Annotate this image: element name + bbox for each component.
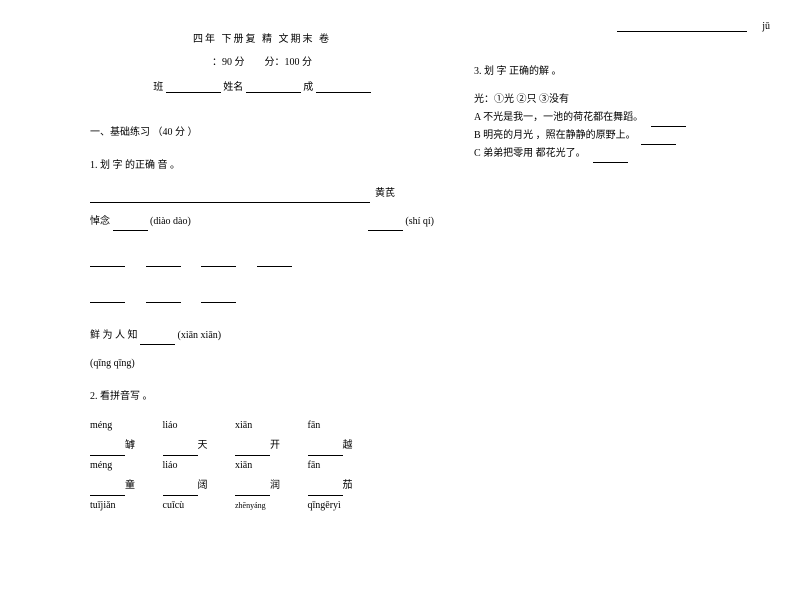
q3-b: B 明亮的月光 ，照在静静的原野上。: [474, 127, 770, 145]
py-b4: [308, 444, 343, 456]
py-r5-c1: tuījiǎn: [90, 496, 160, 516]
info-line: 班 姓名 成: [90, 78, 434, 93]
blank-r2-2: [146, 291, 181, 303]
blank-r1-3: [201, 255, 236, 267]
blank-r1-1: [90, 255, 125, 267]
doc-title: 四年 下册复 精 文期末 卷: [90, 30, 434, 45]
q1-blank-row2: [90, 291, 434, 303]
py-b3: [235, 444, 270, 456]
py-r1-c3: xiān: [235, 416, 305, 436]
py-r4-c3: 润: [270, 480, 280, 491]
blank-r2-3: [201, 291, 236, 303]
time-label: ：90 分: [212, 57, 245, 68]
py-r3-c4: fān: [308, 456, 378, 476]
q3-c-blank: [593, 151, 628, 163]
py-r2-c3: 开: [270, 440, 280, 451]
blank-r2-1: [90, 291, 125, 303]
q1-pinyin2r: (shí qí): [405, 216, 434, 227]
py-r3-c2: liáo: [163, 456, 233, 476]
q1-line1: 黄芪: [90, 185, 434, 203]
py-b1: [90, 444, 125, 456]
q3-a-text: A 不光是我一，一池的荷花都在舞蹈。: [474, 112, 643, 123]
q3-c-text: C 弟弟把零用 都花光了。: [474, 148, 586, 159]
q1-pinyin2: (diào dào): [150, 216, 191, 227]
blank-r1-4: [257, 255, 292, 267]
py-r4-c4: 茄: [343, 480, 353, 491]
py-r2-c4: 越: [343, 440, 353, 451]
right-top-pinyin: jū: [762, 21, 770, 32]
q3-b-text: B 明亮的月光 ，照在静静的原野上。: [474, 130, 636, 141]
q1-blank3: [140, 333, 175, 345]
q1-word3: 鲜 为 人 知: [90, 330, 138, 341]
py-b2: [163, 444, 198, 456]
pinyin-row-3: méng liáo xiān fān: [90, 456, 434, 476]
q1-blank2r: [368, 219, 403, 231]
pinyin-row-4: 童 阔 润 茄: [90, 476, 434, 496]
py-r2-c2: 天: [198, 440, 208, 451]
q1-blank-row1: [90, 255, 434, 267]
q3-a: A 不光是我一，一池的荷花都在舞蹈。: [474, 109, 770, 127]
py-r3-c1: méng: [90, 456, 160, 476]
q2-heading: 2. 看拼音写 。: [90, 387, 434, 402]
q1-word2: 悼念: [90, 216, 110, 227]
right-top-blank: [617, 20, 747, 32]
score-field-label: 成: [303, 82, 313, 93]
py-r1-c2: liáo: [163, 416, 233, 436]
pinyin-row-2: 罅 天 开 越: [90, 436, 434, 456]
q1-word1: 黄芪: [375, 188, 395, 199]
q3-a-blank: [651, 115, 686, 127]
q1-line4: (qīng qīng): [90, 355, 434, 373]
right-top-line: jū: [474, 20, 770, 32]
q1-pinyin3: (xiān xiān): [178, 330, 222, 341]
pinyin-grid: méng liáo xiān fān 罅 天 开 越 méng liáo xiā…: [90, 416, 434, 516]
py-b6: [163, 484, 198, 496]
py-b7: [235, 484, 270, 496]
py-b8: [308, 484, 343, 496]
py-r3-c3: xiān: [235, 456, 305, 476]
class-blank: [166, 81, 221, 93]
q1-pinyin4: (qīng qīng): [90, 358, 135, 369]
py-b5: [90, 484, 125, 496]
q1-blank-long1: [90, 191, 370, 203]
py-r5-c4: qīngēryì: [308, 496, 378, 516]
blank-r1-2: [146, 255, 181, 267]
name-label: 姓名: [223, 82, 243, 93]
py-r1-c1: méng: [90, 416, 160, 436]
py-r5-c2: cuīcù: [163, 496, 233, 516]
doc-subtitle: ：90 分 分：100 分: [90, 53, 434, 68]
score-label: 分：100 分: [265, 57, 313, 68]
q3-c: C 弟弟把零用 都花光了。: [474, 145, 770, 163]
q3-b-blank: [641, 133, 676, 145]
q1-line2: 悼念 (diào dào) (shí qí): [90, 213, 434, 231]
q3-heading: 3. 划 字 正确的解 。: [474, 62, 770, 77]
class-label: 班: [153, 82, 163, 93]
pinyin-row-5: tuījiǎn cuīcù zhēnyáng qīngēryì: [90, 496, 434, 516]
q1-blank2: [113, 219, 148, 231]
py-r4-c2: 阔: [198, 480, 208, 491]
score-blank: [316, 81, 371, 93]
name-blank: [246, 81, 301, 93]
section1-heading: 一、基础练习 （40 分 ）: [90, 123, 434, 138]
py-r1-c4: fān: [308, 416, 378, 436]
py-r2-c1: 罅: [125, 440, 135, 451]
pinyin-row-1: méng liáo xiān fān: [90, 416, 434, 436]
q1-heading: 1. 划 字 的正确 音 。: [90, 156, 434, 171]
q1-line3: 鲜 为 人 知 (xiān xiān): [90, 327, 434, 345]
py-r5-c3: zhēnyáng: [235, 498, 305, 514]
py-r4-c1: 童: [125, 480, 135, 491]
q3-def: 光：①光 ②只 ③没有: [474, 91, 770, 109]
